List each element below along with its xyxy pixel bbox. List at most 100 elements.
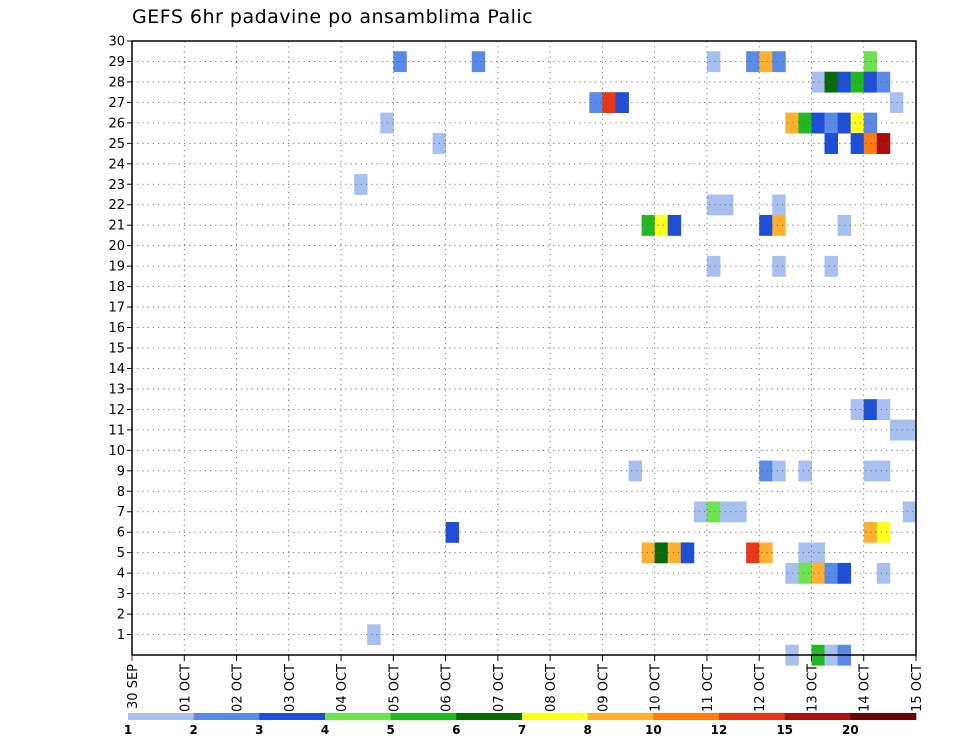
heatmap-cell	[667, 542, 682, 564]
colorbar-label: 2	[189, 723, 197, 737]
heatmap-cell	[876, 71, 891, 93]
y-tick-label: 25	[108, 137, 125, 152]
y-tick-label: 21	[108, 219, 125, 234]
heatmap-cell	[746, 51, 760, 73]
heatmap-cell	[720, 501, 734, 523]
heatmap-cell	[772, 460, 786, 482]
y-tick-label: 20	[108, 239, 125, 254]
colorbar-swatch	[587, 713, 654, 720]
y-tick-label: 23	[108, 178, 125, 193]
heatmap-cell	[811, 112, 825, 134]
y-tick-label: 26	[108, 116, 125, 131]
y-tick-label: 13	[108, 382, 125, 397]
heatmap-cell	[667, 214, 682, 236]
heatmap-cell	[798, 460, 812, 482]
y-tick-label: 16	[108, 321, 125, 336]
x-tick-label: 14 OCT	[858, 664, 873, 712]
heatmap-cell	[876, 460, 891, 482]
heatmap-cell	[759, 214, 773, 236]
y-tick-label: 29	[108, 55, 125, 70]
heatmap-cell	[876, 133, 891, 154]
y-tick-label: 30	[108, 35, 125, 50]
x-tick-label: 05 OCT	[387, 664, 402, 712]
x-tick-label: 01 OCT	[178, 664, 193, 712]
heatmap-cell	[824, 133, 838, 154]
heatmap-cell	[445, 521, 460, 543]
heatmap-cell	[850, 399, 865, 421]
x-tick-label: 08 OCT	[544, 664, 559, 712]
y-tick-label: 6	[117, 526, 125, 541]
y-tick-label: 5	[117, 546, 125, 561]
heatmap-cell	[798, 112, 812, 134]
chart-title: GEFS 6hr padavine po ansamblima Palic	[132, 6, 534, 28]
heatmap-cell	[876, 399, 891, 421]
heatmap-cell	[759, 51, 773, 73]
heatmap-cell	[641, 542, 656, 564]
colorbar-label: 6	[452, 723, 460, 737]
heatmap-cell	[850, 71, 865, 93]
heatmap-cell	[706, 255, 721, 277]
heatmap-cell	[837, 562, 852, 584]
colorbar-swatch	[193, 713, 260, 720]
heatmap-cell	[824, 255, 838, 277]
colorbar-swatch	[784, 713, 851, 720]
heatmap-cell	[706, 51, 721, 73]
colorbar-swatch	[390, 713, 457, 720]
x-tick-label: 02 OCT	[231, 664, 246, 712]
colorbar-label: 10	[645, 723, 662, 737]
heatmap-cell	[654, 542, 669, 564]
x-tick-label: 06 OCT	[440, 664, 455, 712]
colorbar-label: 7	[518, 723, 526, 737]
heatmap-cell	[902, 501, 917, 523]
heatmap-cell	[471, 51, 486, 73]
colorbar-swatch	[719, 713, 785, 720]
heatmap-cell	[746, 542, 760, 564]
heatmap-cell	[706, 501, 721, 523]
x-tick-label: 12 OCT	[753, 664, 768, 712]
heatmap-cell	[602, 92, 616, 114]
colorbar-swatch	[128, 713, 194, 720]
heatmap-cell	[615, 92, 629, 114]
heatmap-cell	[367, 624, 381, 646]
colorbar-swatch	[456, 713, 523, 720]
x-tick-label: 13 OCT	[805, 664, 820, 712]
colorbar-label: 8	[583, 723, 591, 737]
heatmap-cell	[693, 501, 708, 523]
colorbar-swatch	[653, 713, 720, 720]
colorbar-label: 4	[321, 723, 329, 737]
heatmap-cell	[733, 501, 747, 523]
colorbar-label: 12	[711, 723, 728, 737]
heatmap-cell	[641, 214, 656, 236]
y-tick-label: 1	[117, 628, 125, 643]
cells-layer	[354, 51, 917, 666]
heatmap-cell	[876, 562, 891, 584]
y-tick-label: 8	[117, 485, 125, 500]
x-tick-label: 03 OCT	[283, 664, 298, 712]
heatmap-cell	[680, 542, 695, 564]
heatmap-cell	[837, 112, 852, 134]
x-tick-label: 09 OCT	[596, 664, 611, 712]
y-tick-label: 9	[117, 464, 125, 479]
heatmap-cell	[824, 71, 838, 93]
y-tick-labels: 1234567891011121314151617181920212223242…	[108, 35, 132, 643]
x-tick-label: 15 OCT	[910, 664, 925, 712]
heatmap-cell	[654, 214, 669, 236]
heatmap-cell	[720, 194, 734, 216]
y-tick-label: 2	[117, 608, 125, 623]
heatmap-cell	[628, 460, 642, 482]
colorbar-swatch	[325, 713, 391, 720]
heatmap-cell	[785, 562, 799, 584]
heatmap-cell	[772, 194, 786, 216]
x-tick-label: 30 SEP	[126, 664, 141, 709]
y-tick-label: 3	[117, 587, 125, 602]
heatmap-cell	[798, 542, 812, 564]
y-tick-label: 28	[108, 75, 125, 90]
x-tick-label: 11 OCT	[701, 664, 716, 712]
colorbar-swatch	[850, 713, 917, 720]
y-tick-label: 15	[108, 342, 125, 357]
x-tick-label: 04 OCT	[335, 664, 350, 712]
colorbar-label: 20	[842, 723, 859, 737]
heatmap-cell	[850, 112, 865, 134]
heatmap-cell	[837, 214, 852, 236]
